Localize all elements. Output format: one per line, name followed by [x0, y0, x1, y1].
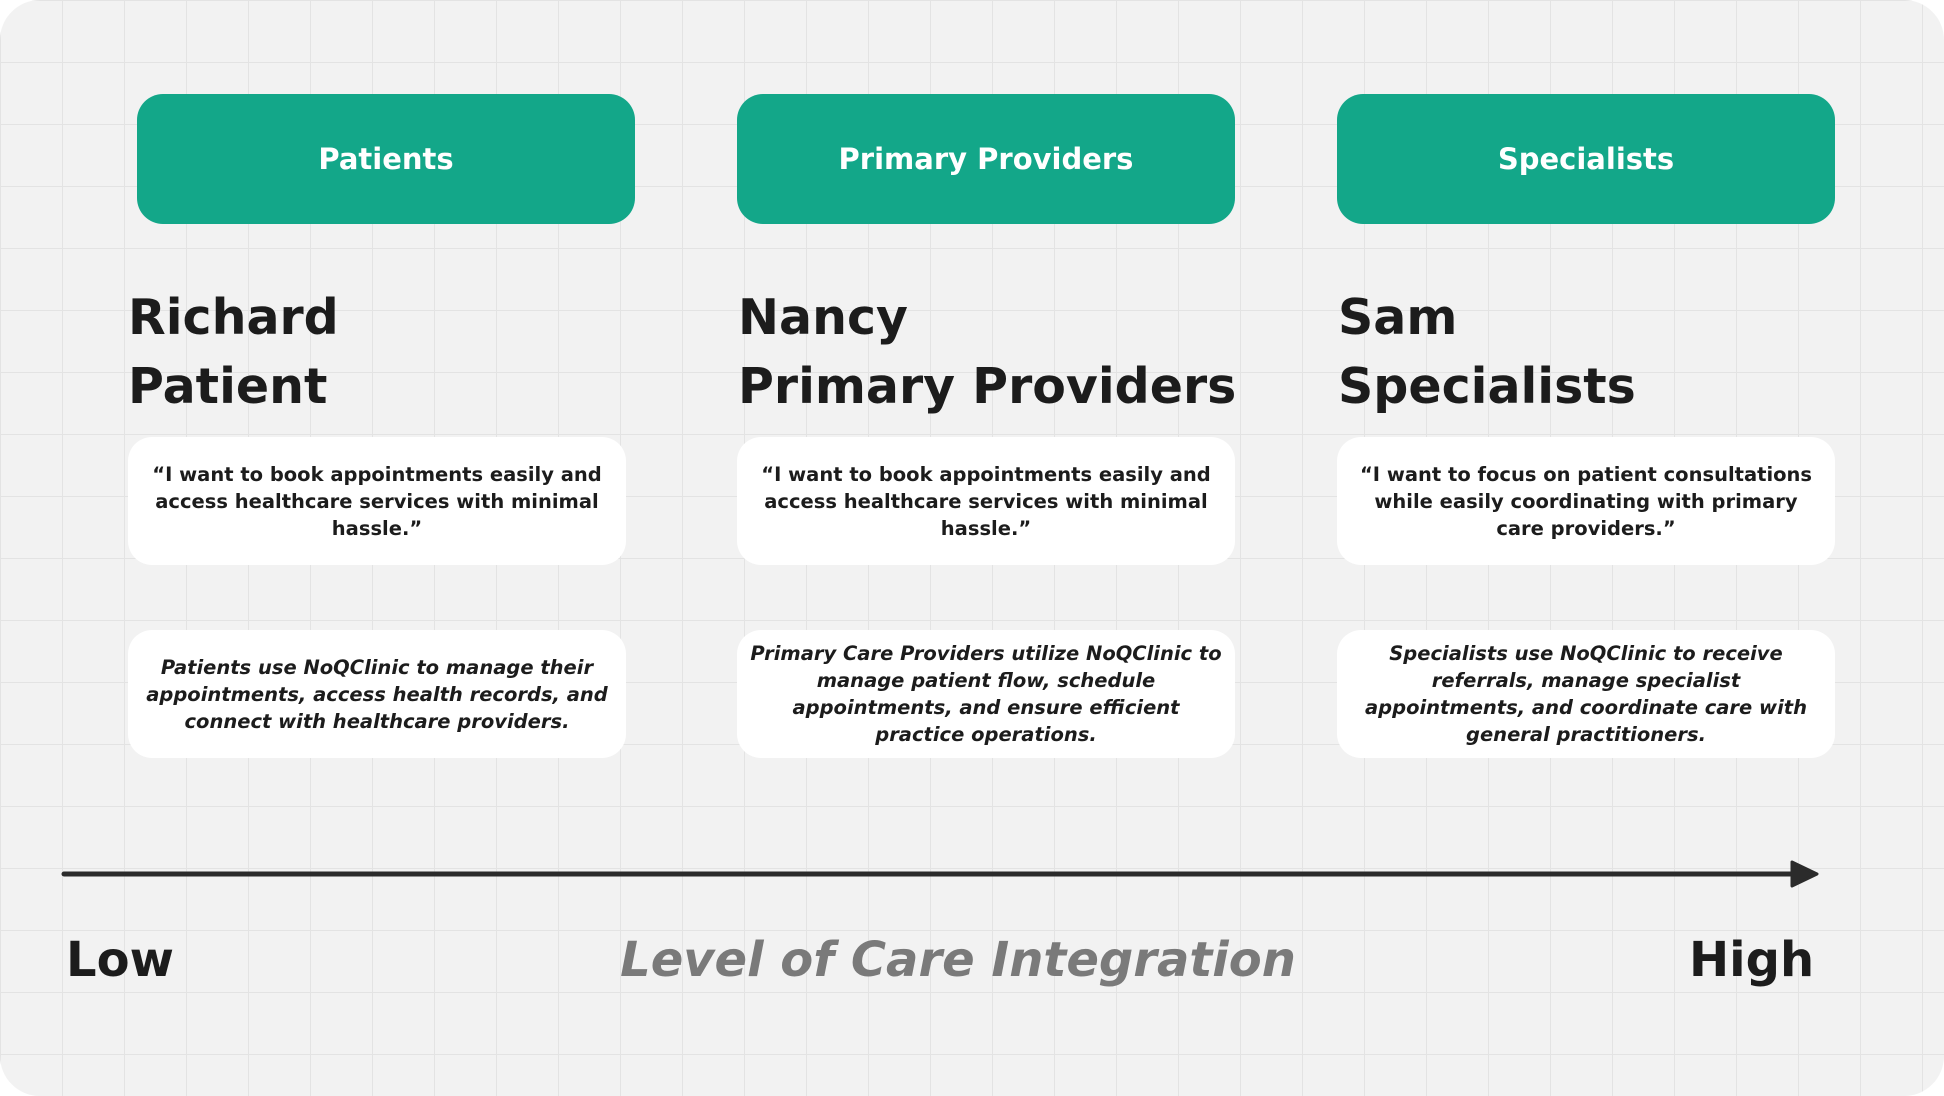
- header-patients-label: Patients: [318, 142, 454, 176]
- quote-text: “I want to focus on patient consultation…: [1359, 462, 1813, 540]
- persona-role: Patient: [128, 358, 328, 415]
- quote-text: “I want to book appointments easily and …: [761, 462, 1211, 540]
- persona-nancy: Nancy Primary Providers: [738, 283, 1236, 421]
- header-primary-providers: Primary Providers: [737, 94, 1235, 224]
- description-card-primary-provider: Primary Care Providers utilize NoQClinic…: [737, 630, 1235, 758]
- persona-sam: Sam Specialists: [1338, 283, 1636, 421]
- persona-role: Primary Providers: [738, 358, 1237, 415]
- persona-name: Nancy: [738, 289, 908, 346]
- persona-richard: Richard Patient: [128, 283, 339, 421]
- description-card-specialist: Specialists use NoQClinic to receive ref…: [1337, 630, 1835, 758]
- axis-low-label: Low: [66, 932, 174, 988]
- quote-card-patient: “I want to book appointments easily and …: [128, 437, 626, 565]
- quote-card-primary-provider: “I want to book appointments easily and …: [737, 437, 1235, 565]
- axis-high-label: High: [1689, 932, 1815, 988]
- quote-text: “I want to book appointments easily and …: [152, 462, 602, 540]
- header-primary-providers-label: Primary Providers: [838, 142, 1134, 176]
- axis-title: Level of Care Integration: [620, 932, 1296, 988]
- persona-name: Sam: [1338, 289, 1458, 346]
- header-specialists: Specialists: [1337, 94, 1835, 224]
- axis-arrowhead-icon: [1790, 860, 1819, 888]
- header-specialists-label: Specialists: [1497, 142, 1675, 176]
- header-patients: Patients: [137, 94, 635, 224]
- persona-name: Richard: [128, 289, 339, 346]
- description-card-patient: Patients use NoQClinic to manage their a…: [128, 630, 626, 758]
- description-text: Specialists use NoQClinic to receive ref…: [1365, 642, 1807, 746]
- description-text: Primary Care Providers utilize NoQClinic…: [750, 642, 1222, 746]
- persona-role: Specialists: [1338, 358, 1636, 415]
- quote-card-specialist: “I want to focus on patient consultation…: [1337, 437, 1835, 565]
- description-text: Patients use NoQClinic to manage their a…: [146, 655, 608, 733]
